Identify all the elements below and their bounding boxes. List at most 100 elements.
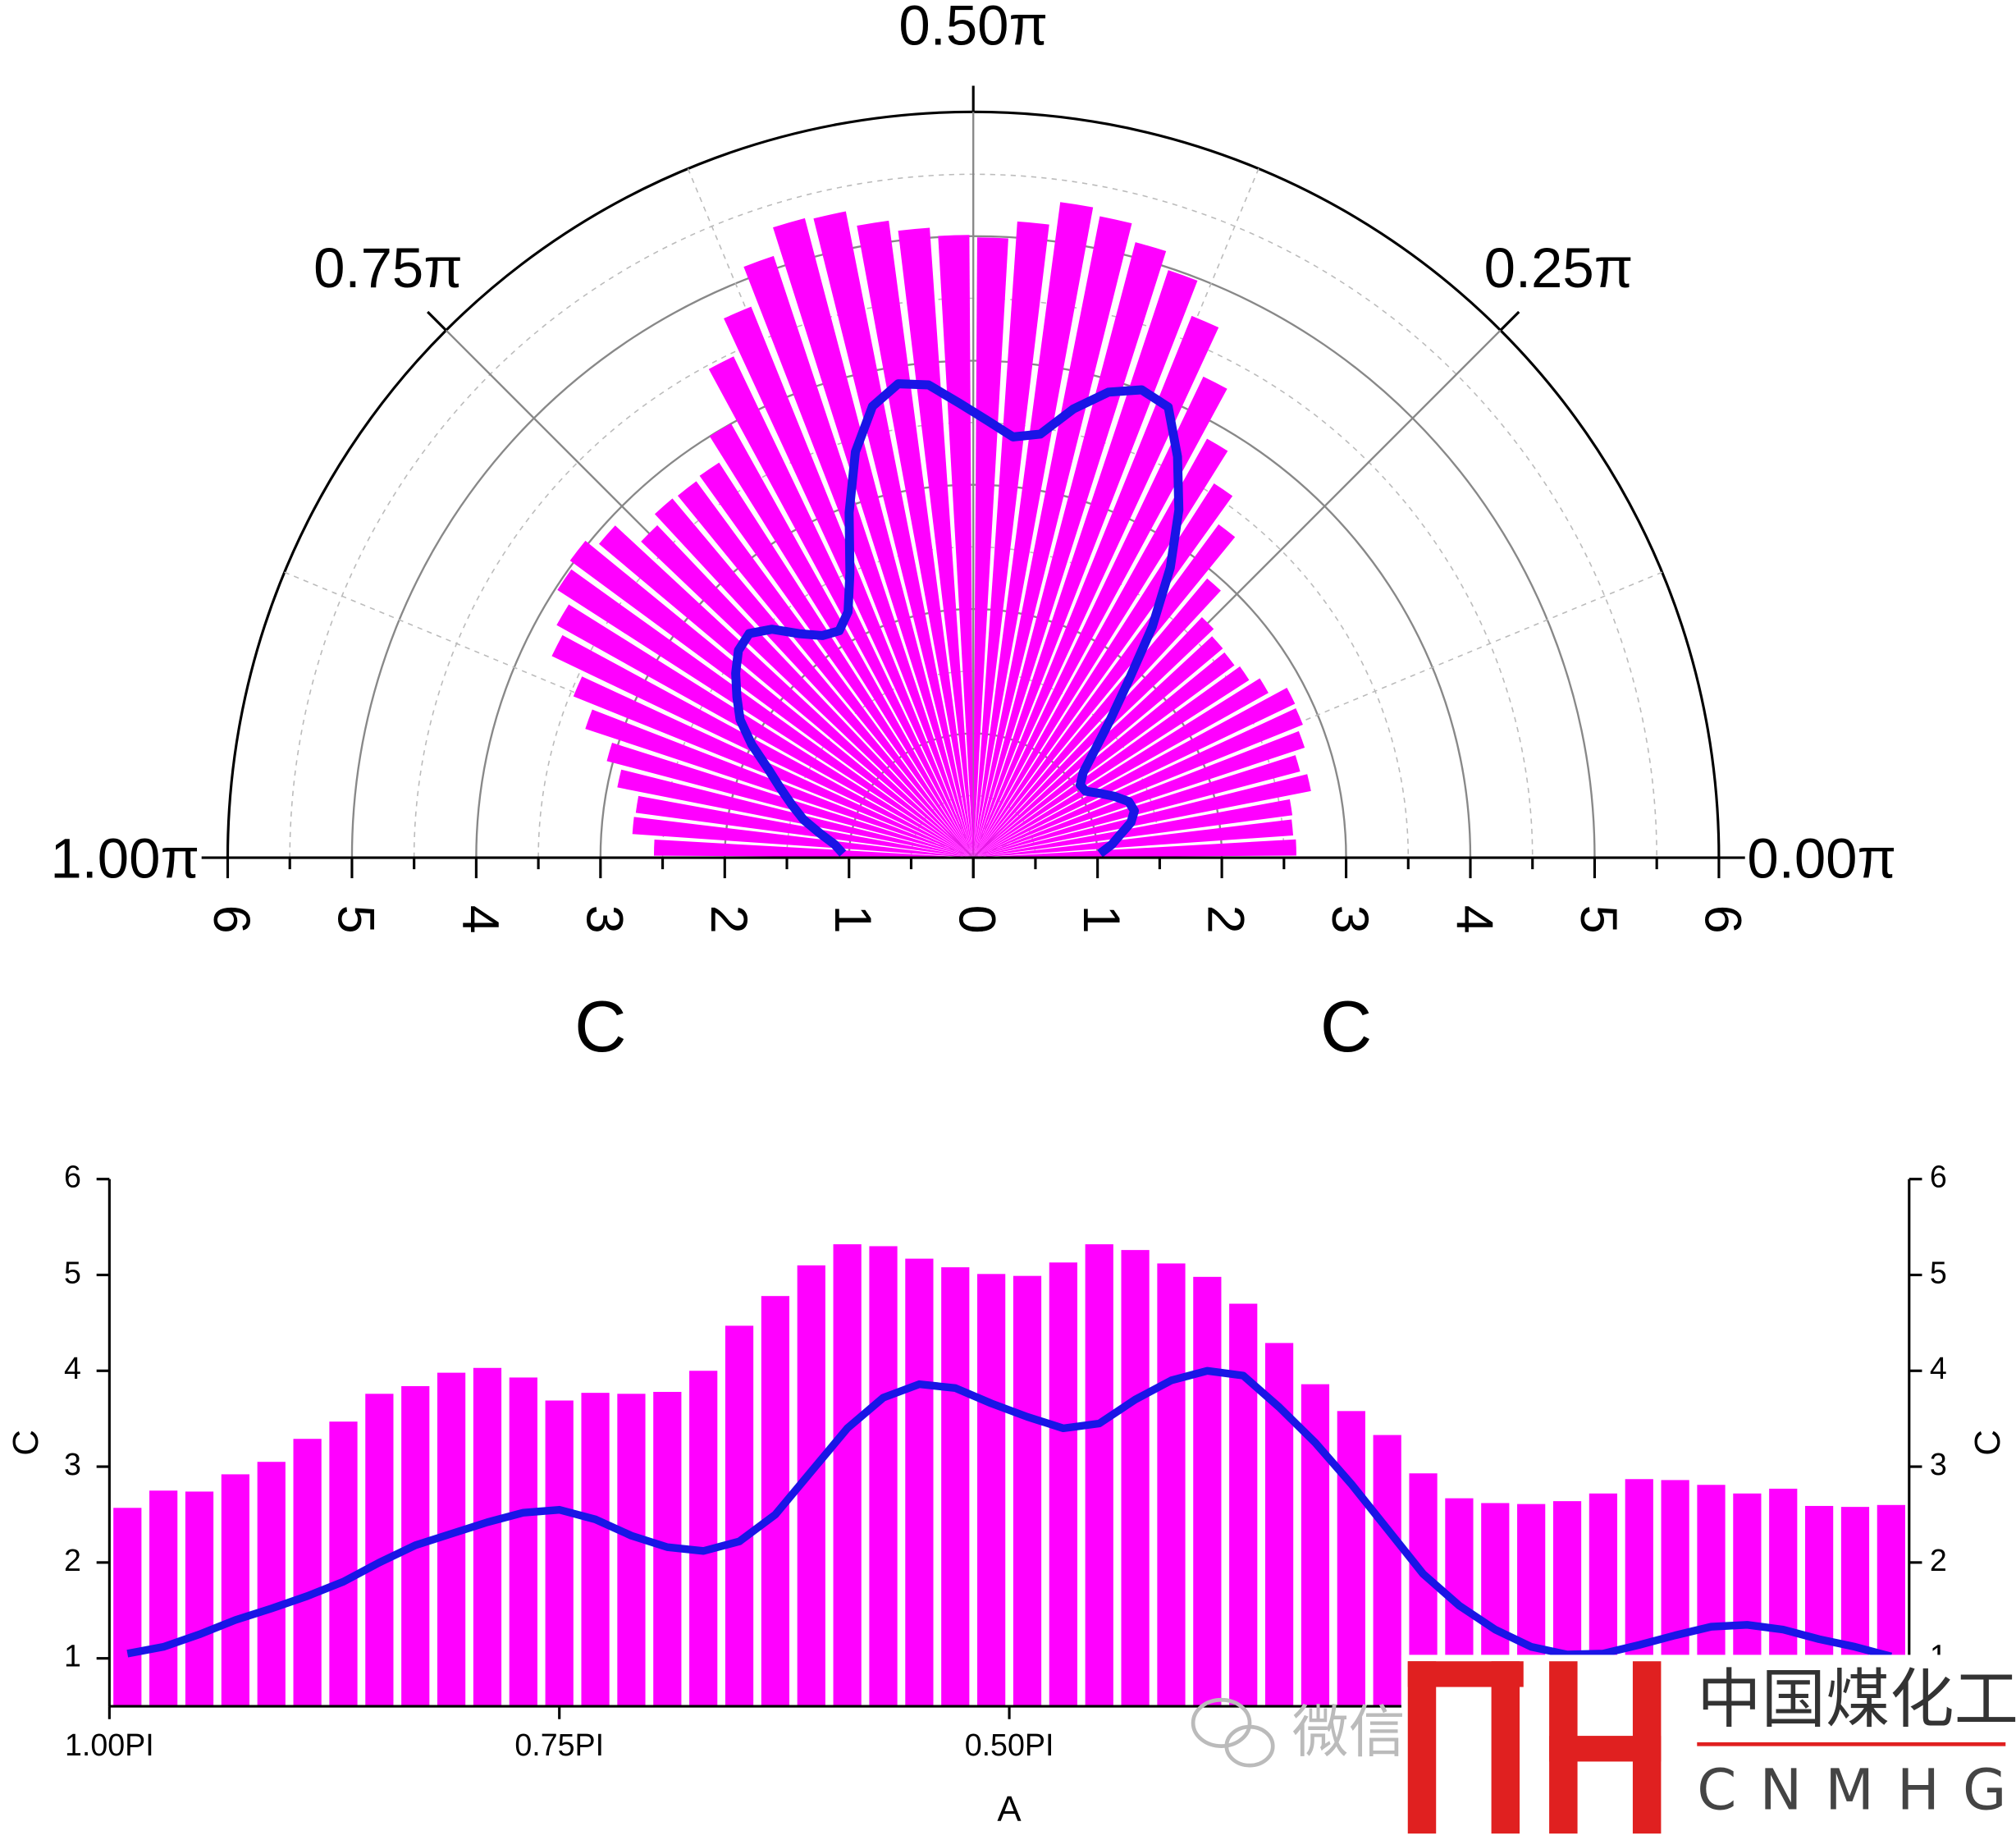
polar-bar [973, 708, 1303, 858]
radial-tick-label: 1 [824, 905, 881, 934]
x-tick-label: 1.00PI [65, 1728, 154, 1762]
polar-bar [641, 525, 974, 858]
polar-bar [973, 616, 1214, 858]
angle-label: 0.75π [313, 236, 463, 300]
y2-axis-label: C [1968, 1430, 2008, 1456]
bar [257, 1462, 286, 1707]
bar [149, 1490, 178, 1707]
radial-tick-label: 5 [327, 905, 384, 934]
bar [113, 1508, 142, 1707]
polar-line [731, 379, 1184, 858]
angle-label: 0.25π [1484, 236, 1634, 300]
radial-tick-label: 4 [1445, 905, 1502, 934]
radial-tick-label: 3 [575, 905, 633, 934]
polar-bar [556, 604, 974, 858]
polar-bar [773, 217, 974, 858]
polar-bar [973, 774, 1311, 858]
bar [329, 1421, 358, 1707]
line [126, 1366, 1893, 1660]
bar [221, 1474, 250, 1707]
y2-tick-label: 3 [1930, 1447, 1947, 1481]
bar [581, 1393, 610, 1707]
bar [1229, 1303, 1258, 1707]
y2-tick-label: 2 [1930, 1543, 1947, 1577]
bar [365, 1394, 394, 1707]
logo-name: 中国煤化工 [1697, 1662, 2016, 1737]
bar [977, 1274, 1006, 1707]
polar-bar [653, 840, 974, 858]
polar-bar [973, 524, 1236, 858]
bar [941, 1267, 970, 1707]
polar-bar [973, 438, 1228, 858]
radial-tick-label: 1 [1072, 905, 1130, 934]
x-tick-label: 0.75PI [514, 1728, 604, 1762]
x-tick-label: 0.50PI [965, 1728, 1054, 1762]
radial-tick-label: 0 [949, 905, 1006, 934]
bar [1193, 1276, 1222, 1707]
y-tick-label: 2 [64, 1543, 81, 1577]
polar-bar [973, 578, 1221, 858]
bar [1085, 1244, 1113, 1707]
radial-axis-label: C [574, 986, 626, 1067]
polar-bar [632, 817, 974, 858]
polar-bar [708, 356, 974, 858]
polar-bar [598, 525, 974, 858]
polar-bar [813, 211, 974, 858]
polar-bar [973, 237, 1008, 858]
polar-bar [973, 242, 1167, 858]
polar-bar [709, 423, 974, 858]
polar-bar [557, 569, 974, 858]
wechat-text: 微信 [1292, 1700, 1406, 1765]
bar [1013, 1275, 1042, 1707]
polar-bar [677, 481, 974, 858]
bar [725, 1325, 754, 1707]
bar [509, 1377, 537, 1707]
radial-tick-label: 2 [1197, 905, 1255, 934]
bar [1049, 1262, 1077, 1707]
radial-tick-label: 6 [203, 905, 260, 934]
polar-bar [857, 220, 974, 858]
logo-code: CNMHG [1697, 1758, 2016, 1824]
y-tick-label: 3 [64, 1447, 81, 1481]
polar-bar [973, 652, 1235, 858]
y-tick-label: 5 [64, 1255, 81, 1289]
bar [617, 1394, 646, 1707]
polar-bar [569, 540, 974, 858]
radial-tick-label: 3 [1321, 905, 1378, 934]
angle-tick [427, 310, 447, 332]
bar [833, 1244, 862, 1707]
radial-tick-label: 5 [1570, 905, 1627, 934]
bar [1337, 1411, 1365, 1707]
polar-bar [973, 839, 1296, 858]
polar-bar [743, 255, 974, 858]
wechat-icon [1191, 1697, 1275, 1768]
polar-bar [973, 270, 1198, 858]
watermark: 微信 中国煤化工 CNMHG [1191, 1655, 2016, 1840]
bar [293, 1439, 322, 1707]
angle-label: 0.50π [898, 0, 1048, 57]
bar [869, 1246, 898, 1707]
bar [1157, 1263, 1186, 1707]
y2-tick-label: 6 [1930, 1160, 1947, 1194]
bar [185, 1491, 214, 1707]
polar-bar [973, 666, 1250, 858]
x-axis-label: A [997, 1789, 1022, 1829]
bar [473, 1367, 502, 1707]
y-tick-label: 1 [64, 1639, 81, 1673]
radial-tick-label: 6 [1694, 905, 1751, 934]
bar [1121, 1250, 1150, 1707]
polar-bar [551, 634, 974, 858]
radial-axis-label: C [1320, 986, 1372, 1067]
polar-bar [973, 819, 1294, 858]
polar-bar [699, 462, 974, 858]
radial-tick-label: 4 [451, 905, 509, 934]
bar [905, 1258, 934, 1707]
y2-tick-label: 5 [1930, 1255, 1947, 1289]
radial-tick-label: 0 [949, 905, 1006, 934]
y-tick-label: 4 [64, 1351, 81, 1385]
bar [545, 1400, 574, 1707]
y-axis-label: C [6, 1430, 46, 1456]
polar-bar [973, 202, 1094, 858]
polar-bar [973, 799, 1293, 858]
polar-bar [973, 221, 1049, 858]
